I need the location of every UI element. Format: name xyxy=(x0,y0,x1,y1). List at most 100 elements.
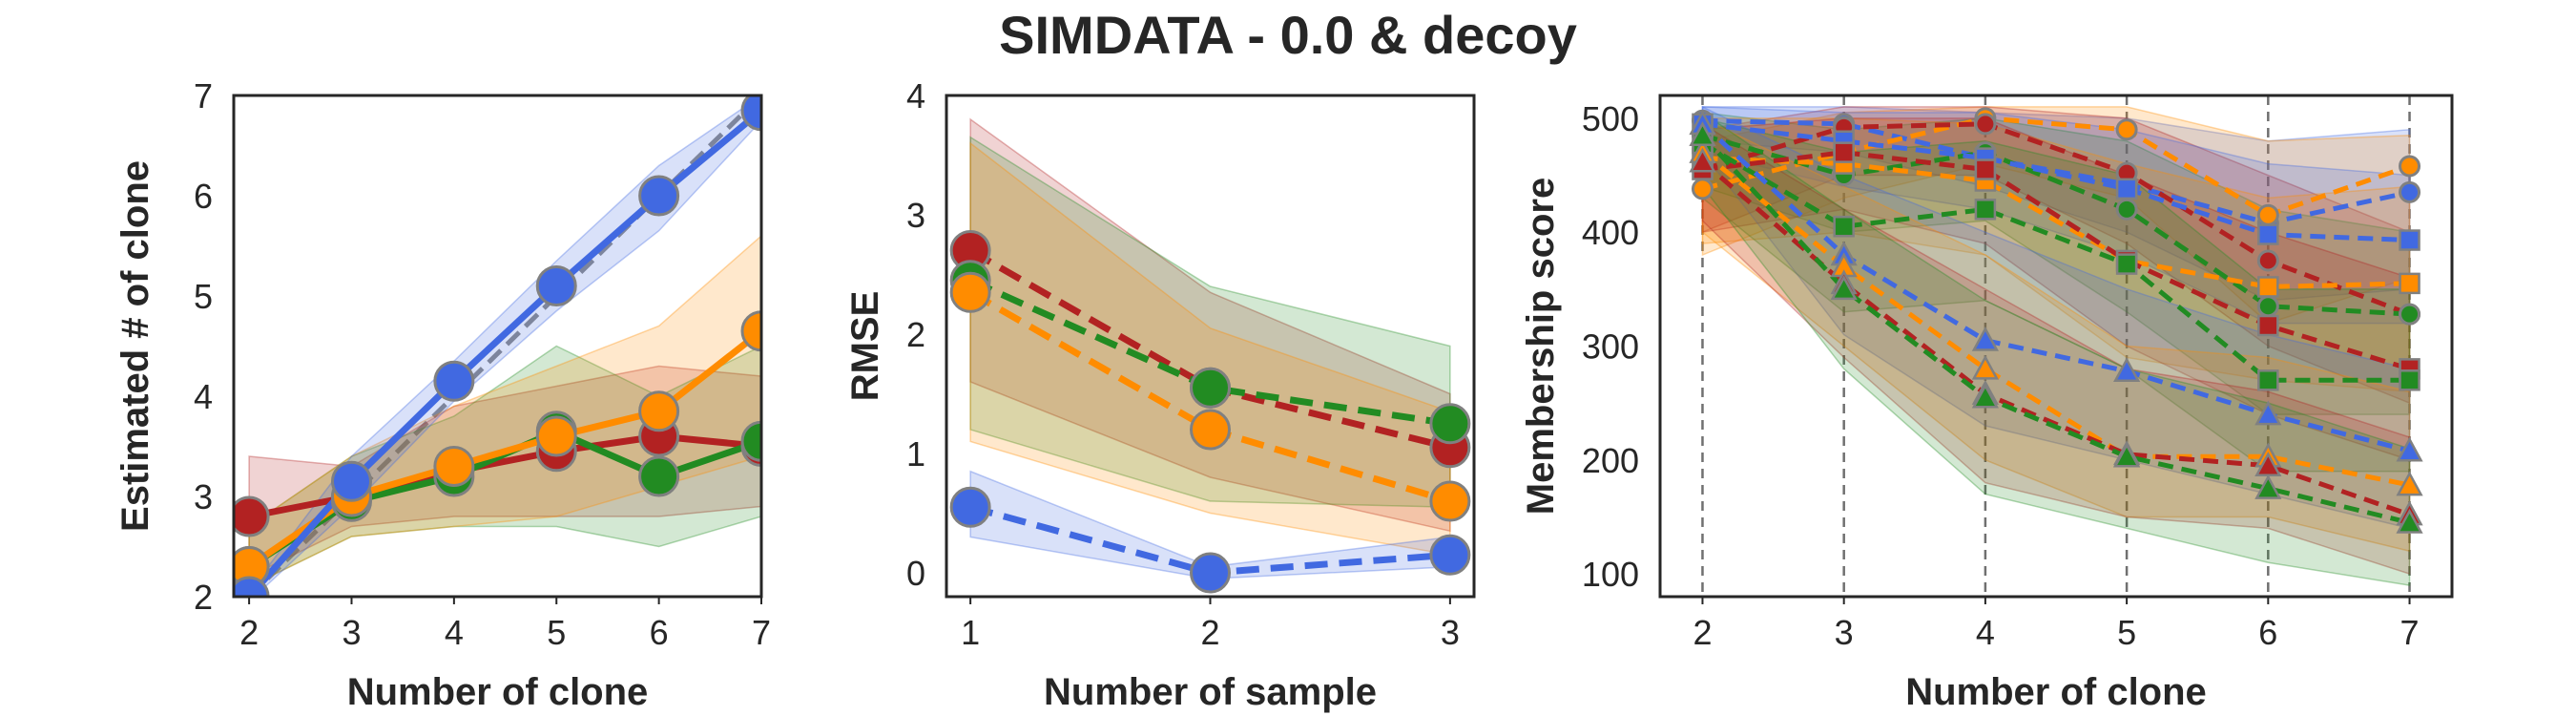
y-tick-label: 0 xyxy=(906,554,925,593)
subplot-1: 2 3 4 5 6 7 2 3 4 5 6 7 Number of clone Estimated # o… xyxy=(114,76,771,713)
y-tick-label: 400 xyxy=(1582,213,1639,252)
data-point-green-circle xyxy=(740,420,761,462)
x-tick-label: 6 xyxy=(650,613,669,652)
x-tick-label: 7 xyxy=(752,613,771,652)
x-tick-label: 5 xyxy=(547,613,566,652)
data-point-orange-square xyxy=(2257,276,2279,298)
data-point-green-circle xyxy=(2256,295,2279,318)
x-tick-label: 2 xyxy=(239,613,259,652)
data-point-red-circle xyxy=(2256,249,2279,272)
plot-area xyxy=(1689,95,2423,597)
confidence-band-orange xyxy=(248,235,761,588)
data-point-orange-square xyxy=(2399,272,2420,295)
data-point-orange-circle xyxy=(2256,203,2279,226)
data-point-orange-circle xyxy=(1691,178,1714,200)
x-tick-label: 2 xyxy=(1693,613,1712,652)
data-point-red-square xyxy=(1833,141,1855,163)
data-point-orange-circle xyxy=(740,310,761,352)
x-axis-label: Number of clone xyxy=(1905,671,2207,713)
y-tick-label: 2 xyxy=(906,315,925,354)
plot-area xyxy=(949,117,1471,594)
x-tick-label: 1 xyxy=(961,613,980,652)
axes-frame xyxy=(232,94,763,599)
data-point-orange-triangle xyxy=(1971,354,1999,380)
data-point-blue-circle xyxy=(740,95,761,132)
data-point-orange-circle xyxy=(2399,155,2421,178)
data-point-green-triangle xyxy=(2254,474,2282,499)
y-tick-label: 3 xyxy=(906,196,925,235)
data-point-blue-circle xyxy=(949,486,991,528)
data-point-blue-triangle xyxy=(2254,400,2282,426)
x-tick-label: 3 xyxy=(342,613,361,652)
y-tick-label: 1 xyxy=(906,434,925,474)
data-point-blue-triangle xyxy=(2396,436,2423,462)
series-line-orange xyxy=(1701,116,2411,218)
data-point-orange-triangle xyxy=(2396,471,2423,496)
data-point-green-circle xyxy=(2115,198,2138,221)
data-point-green-triangle xyxy=(1689,121,1716,147)
axes-frame xyxy=(1658,94,2454,599)
data-point-green-circle xyxy=(1190,367,1231,409)
y-axis-label: Membership score xyxy=(1520,178,1562,515)
data-point-green-square xyxy=(1974,199,1997,221)
data-point-blue-triangle xyxy=(2113,357,2141,382)
y-tick-label: 200 xyxy=(1582,441,1639,480)
data-point-orange-circle xyxy=(638,390,680,432)
data-point-green-square xyxy=(2257,369,2279,391)
data-point-blue-triangle xyxy=(1971,326,1999,351)
data-point-green-square xyxy=(1833,215,1855,238)
y-tick-label: 6 xyxy=(194,177,213,216)
data-point-blue-square xyxy=(2399,229,2420,251)
x-tick-label: 4 xyxy=(445,613,464,652)
data-point-orange-circle xyxy=(535,415,577,457)
y-tick-label: 4 xyxy=(194,377,213,416)
y-tick-label: 100 xyxy=(1582,555,1639,594)
data-point-green-triangle xyxy=(2113,442,2141,468)
data-point-blue-circle xyxy=(330,460,372,502)
data-point-blue-circle xyxy=(2399,180,2421,203)
data-point-orange-circle xyxy=(949,271,991,313)
y-axis-label: RMSE xyxy=(844,291,886,402)
x-tick-label: 6 xyxy=(2258,613,2277,652)
figure-title: SIMDATA - 0.0 & decoy xyxy=(999,5,1577,65)
y-tick-label: 2 xyxy=(194,578,213,617)
confidence-band-red xyxy=(969,117,1451,533)
data-point-green-square xyxy=(2115,253,2138,275)
data-point-orange-circle xyxy=(2115,118,2138,141)
series-line-blue xyxy=(1700,121,2411,453)
data-point-blue-square xyxy=(2115,178,2138,200)
data-point-blue-circle xyxy=(234,576,270,597)
data-point-green-circle xyxy=(2399,303,2421,326)
series-line-orange xyxy=(1702,156,2410,289)
confidence-band-green xyxy=(248,345,761,588)
y-tick-label: 5 xyxy=(194,277,213,316)
confidence-band-green xyxy=(1701,111,2411,586)
data-point-orange-circle xyxy=(433,446,475,487)
data-point-green-circle xyxy=(638,455,680,497)
series-line-blue xyxy=(1702,121,2410,243)
y-tick-label: 300 xyxy=(1582,327,1639,367)
x-tick-label: 2 xyxy=(1200,613,1219,652)
data-point-green-triangle xyxy=(2396,508,2423,534)
data-point-blue-circle xyxy=(535,265,577,306)
data-point-red-triangle xyxy=(1689,147,1716,173)
data-point-blue-circle xyxy=(1190,552,1231,594)
data-point-red-circle xyxy=(1974,113,1997,136)
series-line-green xyxy=(1700,134,2411,525)
data-point-orange-circle xyxy=(1429,480,1471,522)
confidence-band-orange xyxy=(1701,116,2411,553)
data-point-blue-circle xyxy=(433,360,475,402)
data-point-red-circle xyxy=(234,495,270,537)
data-point-green-triangle xyxy=(1830,275,1858,301)
x-tick-label: 3 xyxy=(1441,613,1460,652)
series-line-red xyxy=(1701,121,2411,317)
data-point-blue-square xyxy=(2257,223,2279,245)
y-axis-label: Estimated # of clone xyxy=(114,160,156,532)
subplot-3: 2 3 4 5 6 7 100 200 300 400 500 Number of clone Memb… xyxy=(1520,94,2454,713)
x-tick-label: 3 xyxy=(1835,613,1854,652)
series-line-blue xyxy=(1702,117,2411,226)
data-point-orange-circle xyxy=(1190,409,1231,451)
y-tick-label: 4 xyxy=(906,76,925,116)
